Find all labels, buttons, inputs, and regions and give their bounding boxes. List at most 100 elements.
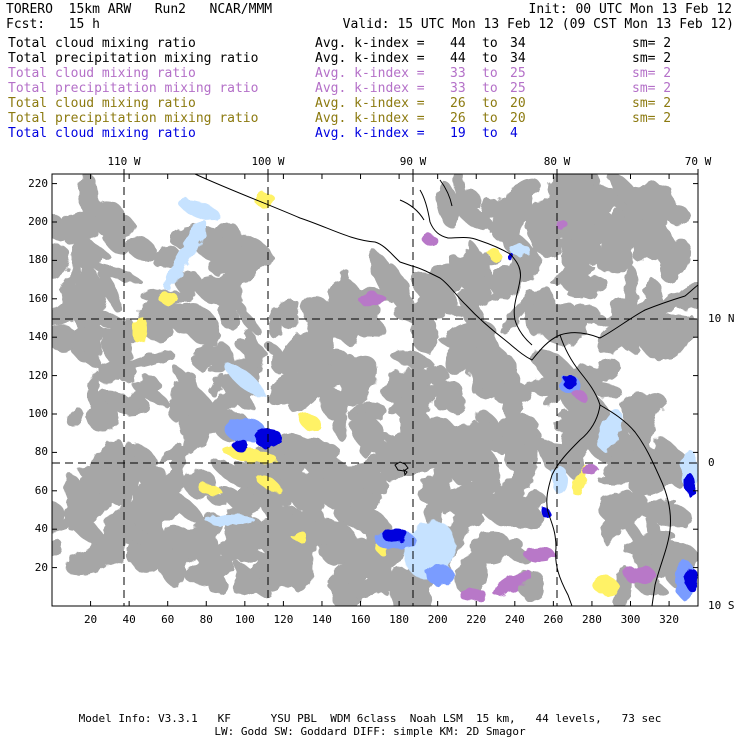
x-tick-label: 260 [543, 613, 564, 626]
cloud-cell-yellow [298, 412, 322, 432]
legend-to: to [482, 111, 498, 126]
coastline [599, 284, 698, 339]
valid-time: Valid: 15 UTC Mon 13 Feb 12 (09 CST Mon … [342, 17, 734, 32]
cloud-cell-gray [385, 466, 397, 483]
cloud-cell-gray [341, 354, 358, 373]
x-tick-label: 180 [389, 613, 410, 626]
cloud-cell-gray [268, 321, 283, 339]
cloud-cell-gray [293, 471, 327, 497]
cloud-cell-gray [350, 412, 386, 453]
model-title: TORERO 15km ARW Run2 NCAR/MMM [6, 2, 273, 17]
cloud-cell-gray [264, 524, 298, 548]
legend-k-start: 33 [450, 66, 466, 81]
init-time: Init: 00 UTC Mon 13 Feb 12 [528, 2, 733, 17]
cloud-cell-gray [209, 373, 225, 397]
legend-smoothing: sm= 2 [632, 66, 672, 81]
legend-smoothing: sm= 2 [632, 36, 672, 51]
cloud-cell-gray [52, 213, 70, 241]
cloud-cell-gray [237, 308, 261, 336]
cloud-cell-gray [369, 250, 397, 300]
cloud-cell-gray [502, 369, 523, 429]
tick-marks [52, 169, 699, 606]
cloud-cell-gray [474, 346, 491, 369]
cloud-cell-gray [445, 393, 467, 415]
cloud-cell-gray [69, 506, 97, 532]
cloud-cell-yellow [222, 446, 278, 464]
cloud-cell-gray [643, 235, 671, 262]
latitude-label: 0 [708, 456, 715, 469]
legend-k-end: 25 [510, 66, 526, 81]
cloud-cell-gray [658, 314, 698, 338]
cloud-cell-purple [581, 465, 599, 475]
coastline [419, 189, 533, 346]
legend-avg-label: Avg. k-index = [315, 111, 425, 126]
legend-k-end: 34 [510, 51, 526, 66]
cloud-cell-gray [63, 474, 83, 503]
legend-k-start: 26 [450, 96, 466, 111]
cloud-cell-gray [142, 509, 167, 545]
y-tick-label: 200 [28, 215, 48, 228]
cloud-cell-gray [342, 541, 368, 586]
legend-field-name: Total cloud mixing ratio [8, 66, 196, 81]
cloud-cell-gray [359, 438, 376, 458]
cloud-cell-gray [489, 205, 525, 242]
cloud-cell-light-blue [179, 199, 221, 221]
y-tick-label: 100 [28, 407, 48, 420]
cloud-cell-light-blue [205, 515, 255, 525]
cloud-cell-gray [564, 307, 590, 321]
legend-smoothing: sm= 2 [632, 111, 672, 126]
cloud-cell-gray [104, 516, 137, 545]
model-info: Model Info: V3.3.1 KF YSU PBL WDM 6class… [78, 712, 662, 725]
x-tick-label: 320 [659, 613, 679, 626]
cloud-cell-purple [359, 293, 387, 307]
legend-k-start: 44 [450, 36, 466, 51]
cloud-cell-gray [207, 246, 240, 276]
cloud-cell-mid-blue [426, 565, 454, 585]
longitude-label: 110 W [107, 155, 141, 168]
cloud-cell-gray [269, 298, 300, 324]
cloud-cell-gray [333, 405, 347, 441]
cloud-cell-gray [601, 493, 647, 537]
cloud-cell-yellow [591, 574, 619, 596]
x-tick-label: 300 [620, 613, 641, 626]
cloud-cell-gray [392, 301, 441, 324]
x-tick-label: 100 [234, 613, 255, 626]
legend-to: to [482, 81, 498, 96]
cloud-cell-gray [100, 437, 125, 483]
cloud-cell-dark-blue [686, 568, 698, 592]
x-tick-label: 140 [312, 613, 332, 626]
cloud-cell-gray [472, 531, 511, 563]
legend-avg-label: Avg. k-index = [315, 36, 425, 51]
longitude-label: 80 W [543, 155, 571, 168]
cloud-cell-purple [624, 566, 656, 584]
cloud-cell-gray [91, 262, 143, 284]
cloud-cell-gray [208, 494, 227, 506]
y-tick-label: 220 [28, 176, 48, 190]
cloud-cell-gray [446, 320, 496, 350]
x-tick-label: 200 [427, 613, 448, 626]
cloud-cell-gray [63, 507, 107, 548]
cloud-cell-gray [436, 181, 460, 230]
x-tick-label: 240 [504, 613, 525, 626]
x-tick-label: 20 [83, 613, 98, 626]
cloud-cell-gray [552, 174, 585, 207]
y-tick-label: 20 [34, 560, 48, 574]
legend-field-name: Total precipitation mixing ratio [8, 111, 259, 126]
cloud-cell-gray [642, 205, 677, 250]
cloud-cell-gray [272, 351, 289, 376]
cloud-cell-gray [389, 349, 434, 370]
cloud-cell-gray [560, 245, 598, 287]
cloud-cell-gray [52, 500, 65, 528]
cloud-cell-gray [306, 441, 337, 466]
legend-to: to [482, 66, 498, 81]
cloud-cell-gray [352, 464, 389, 495]
cloud-cell-yellow [489, 249, 501, 261]
legend-k-end: 25 [510, 81, 526, 96]
cloud-cell-gray [338, 503, 390, 535]
y-tick-label: 80 [34, 445, 48, 459]
cloud-cell-gray [386, 431, 418, 461]
cloud-cell-gray [247, 355, 265, 371]
cloud-cell-yellow [132, 316, 148, 344]
cloud-cell-dark-blue [382, 527, 408, 543]
